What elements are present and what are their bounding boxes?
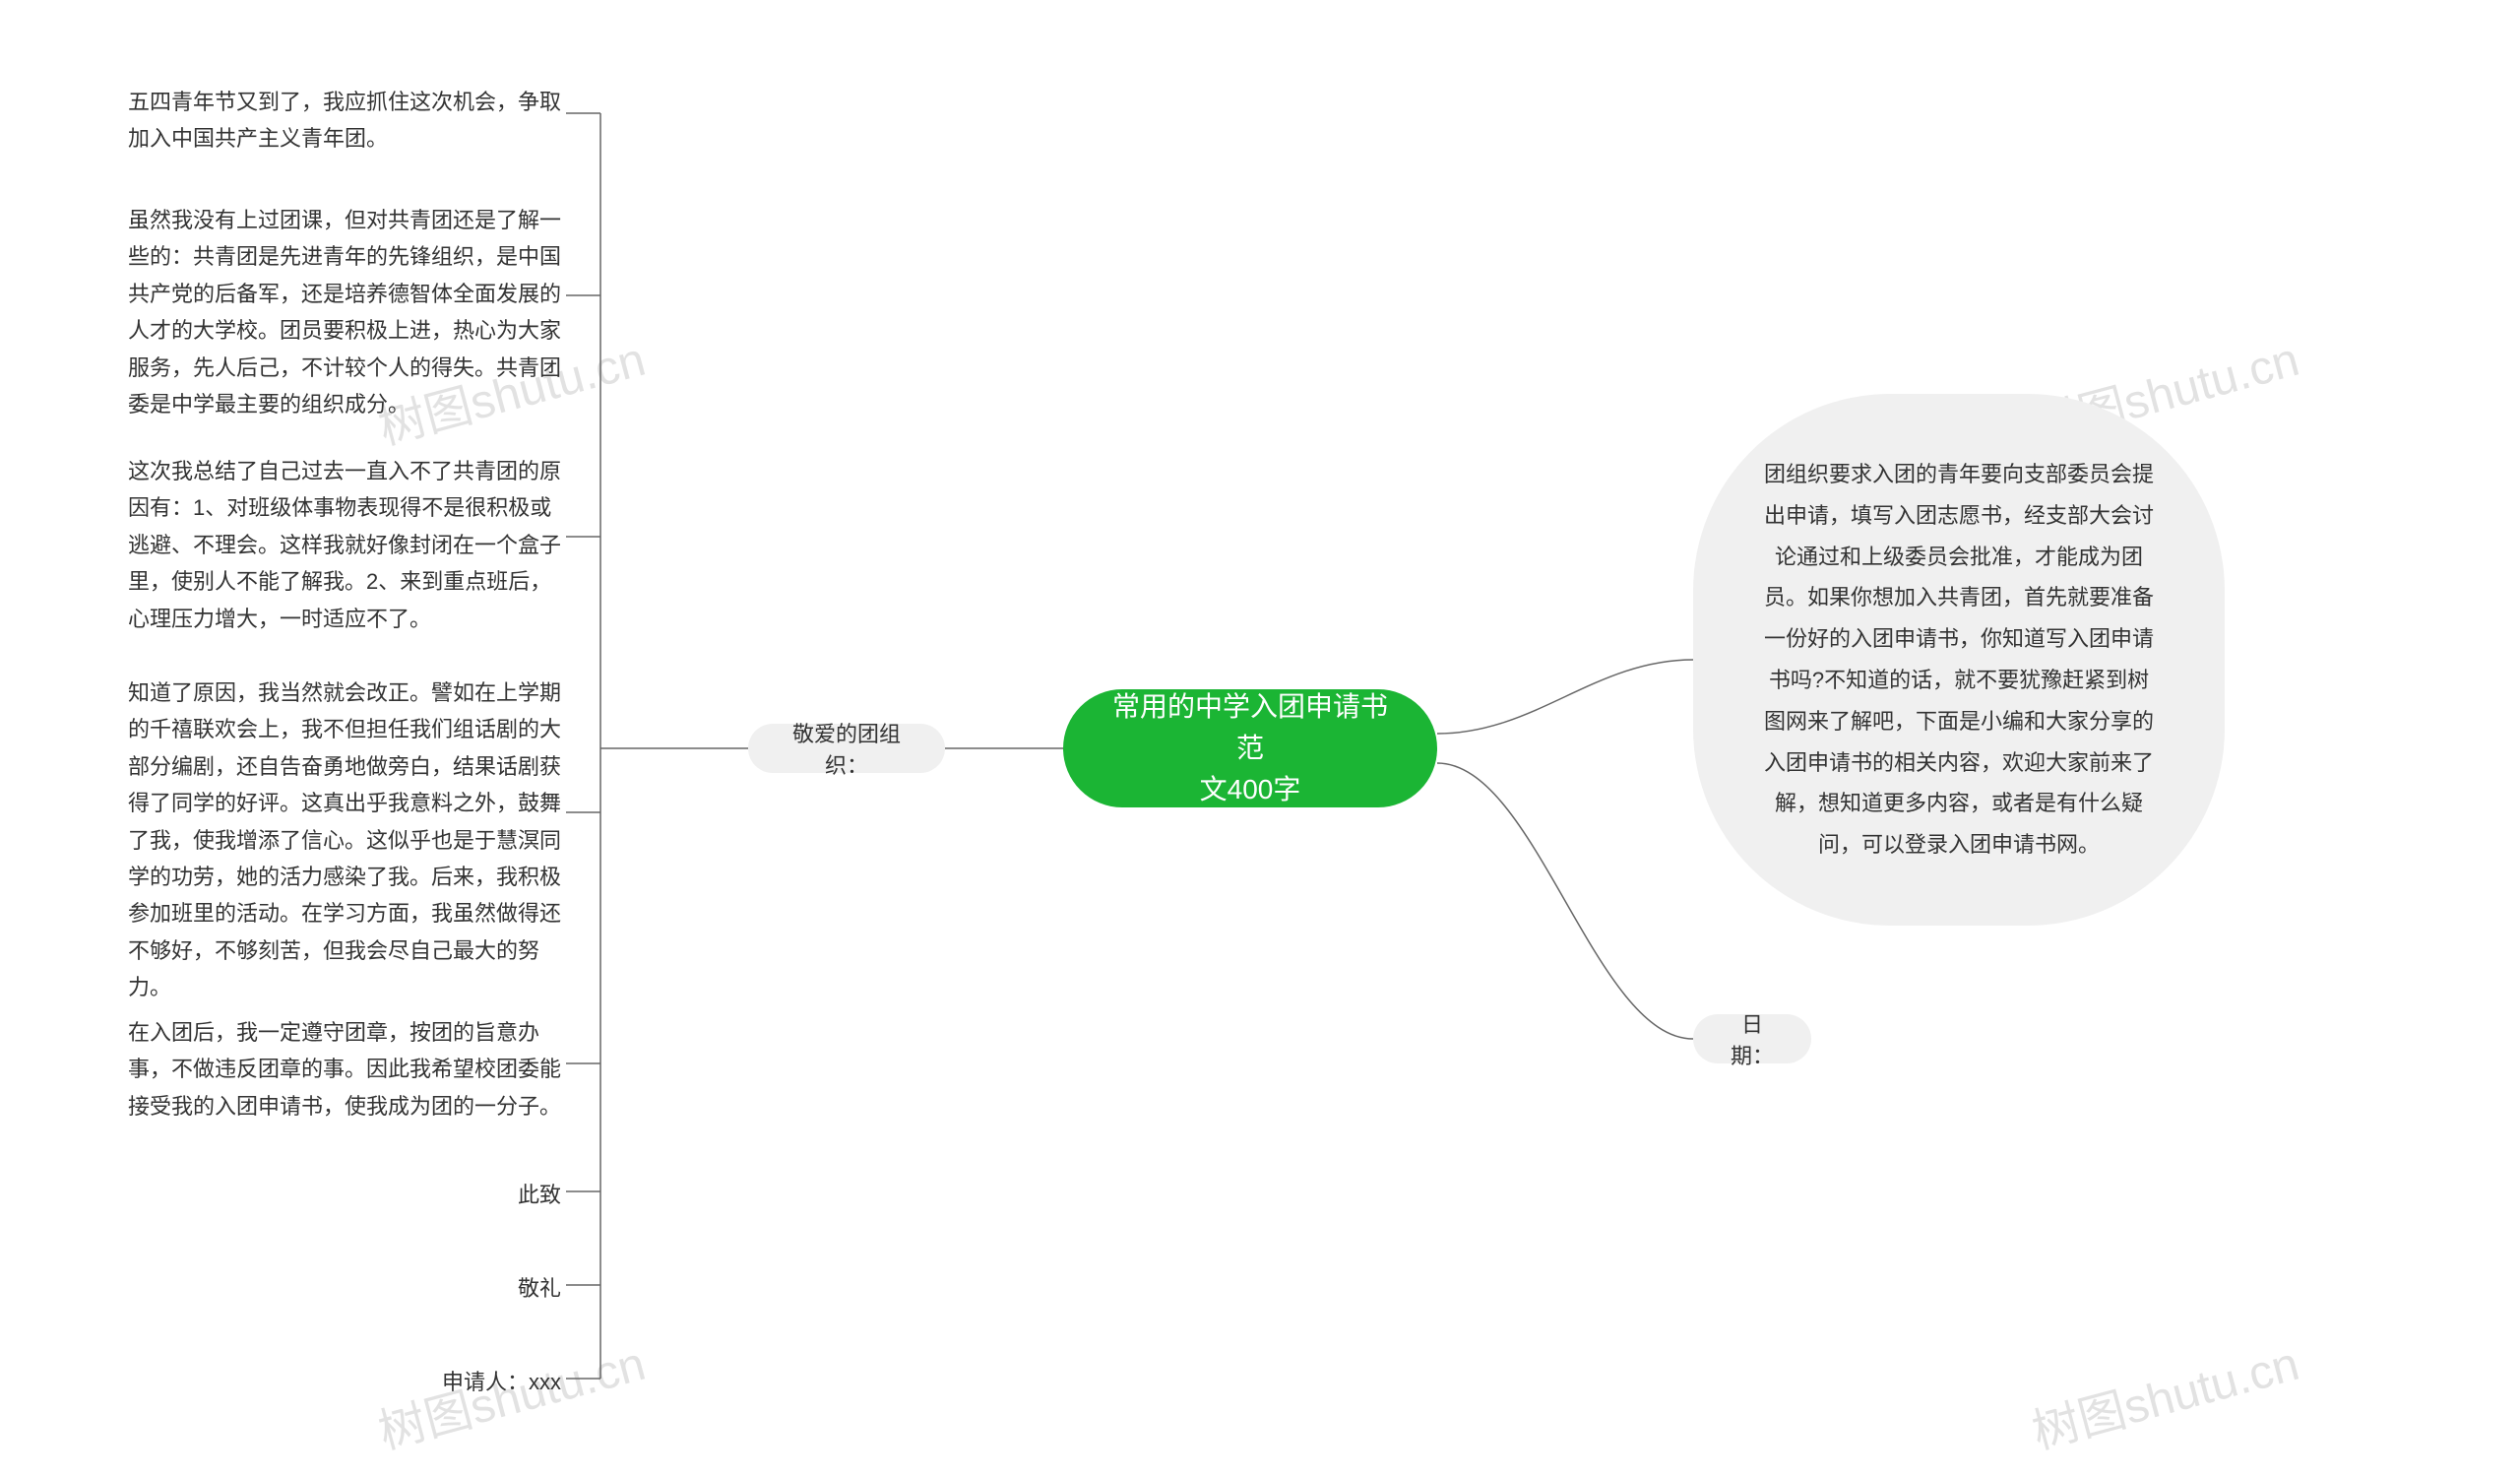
leaf-text: 知道了原因，我当然就会改正。譬如在上学期的千禧联欢会上，我不但担任我们组话剧的大… [128,675,561,1006]
center-topic[interactable]: 常用的中学入团申请书范 文400字 [1063,689,1437,807]
leaf-closing-cizhi[interactable]: 此致 [128,1177,561,1213]
leaf-paragraph-2[interactable]: 虽然我没有上过团课，但对共青团还是了解一些的：共青团是先进青年的先锋组织，是中国… [128,202,561,422]
leaf-text: 申请人：xxx [442,1364,561,1400]
salutation-node[interactable]: 敬爱的团组织： [748,724,945,773]
leaf-paragraph-5[interactable]: 在入团后，我一定遵守团章，按团的旨意办事，不做违反团章的事。因此我希望校团委能接… [128,1014,561,1125]
leaf-text: 五四青年节又到了，我应抓住这次机会，争取加入中国共产主义青年团。 [128,84,561,158]
leaf-paragraph-1[interactable]: 五四青年节又到了，我应抓住这次机会，争取加入中国共产主义青年团。 [128,84,561,158]
salutation-text: 敬爱的团组织： [778,717,915,780]
date-node[interactable]: 日期： [1693,1014,1811,1063]
intro-paragraph-node[interactable]: 团组织要求入团的青年要向支部委员会提出申请，填写入团志愿书，经支部大会讨论通过和… [1693,394,2225,926]
leaf-text: 此致 [518,1177,561,1213]
date-label: 日期： [1723,1007,1782,1070]
intro-paragraph-text: 团组织要求入团的青年要向支部委员会提出申请，填写入团志愿书，经支部大会讨论通过和… [1762,454,2156,866]
leaf-paragraph-4[interactable]: 知道了原因，我当然就会改正。譬如在上学期的千禧联欢会上，我不但担任我们组话剧的大… [128,675,561,1006]
leaf-text: 虽然我没有上过团课，但对共青团还是了解一些的：共青团是先进青年的先锋组织，是中国… [128,202,561,422]
leaf-text: 敬礼 [518,1270,561,1307]
leaf-applicant[interactable]: 申请人：xxx [128,1364,561,1400]
leaf-closing-jingli[interactable]: 敬礼 [128,1270,561,1307]
leaf-text: 在入团后，我一定遵守团章，按团的旨意办事，不做违反团章的事。因此我希望校团委能接… [128,1014,561,1125]
leaf-text: 这次我总结了自己过去一直入不了共青团的原因有：1、对班级体事物表现得不是很积极或… [128,453,561,637]
watermark: 树图shutu.cn [2024,1324,2305,1461]
leaf-paragraph-3[interactable]: 这次我总结了自己过去一直入不了共青团的原因有：1、对班级体事物表现得不是很积极或… [128,453,561,637]
